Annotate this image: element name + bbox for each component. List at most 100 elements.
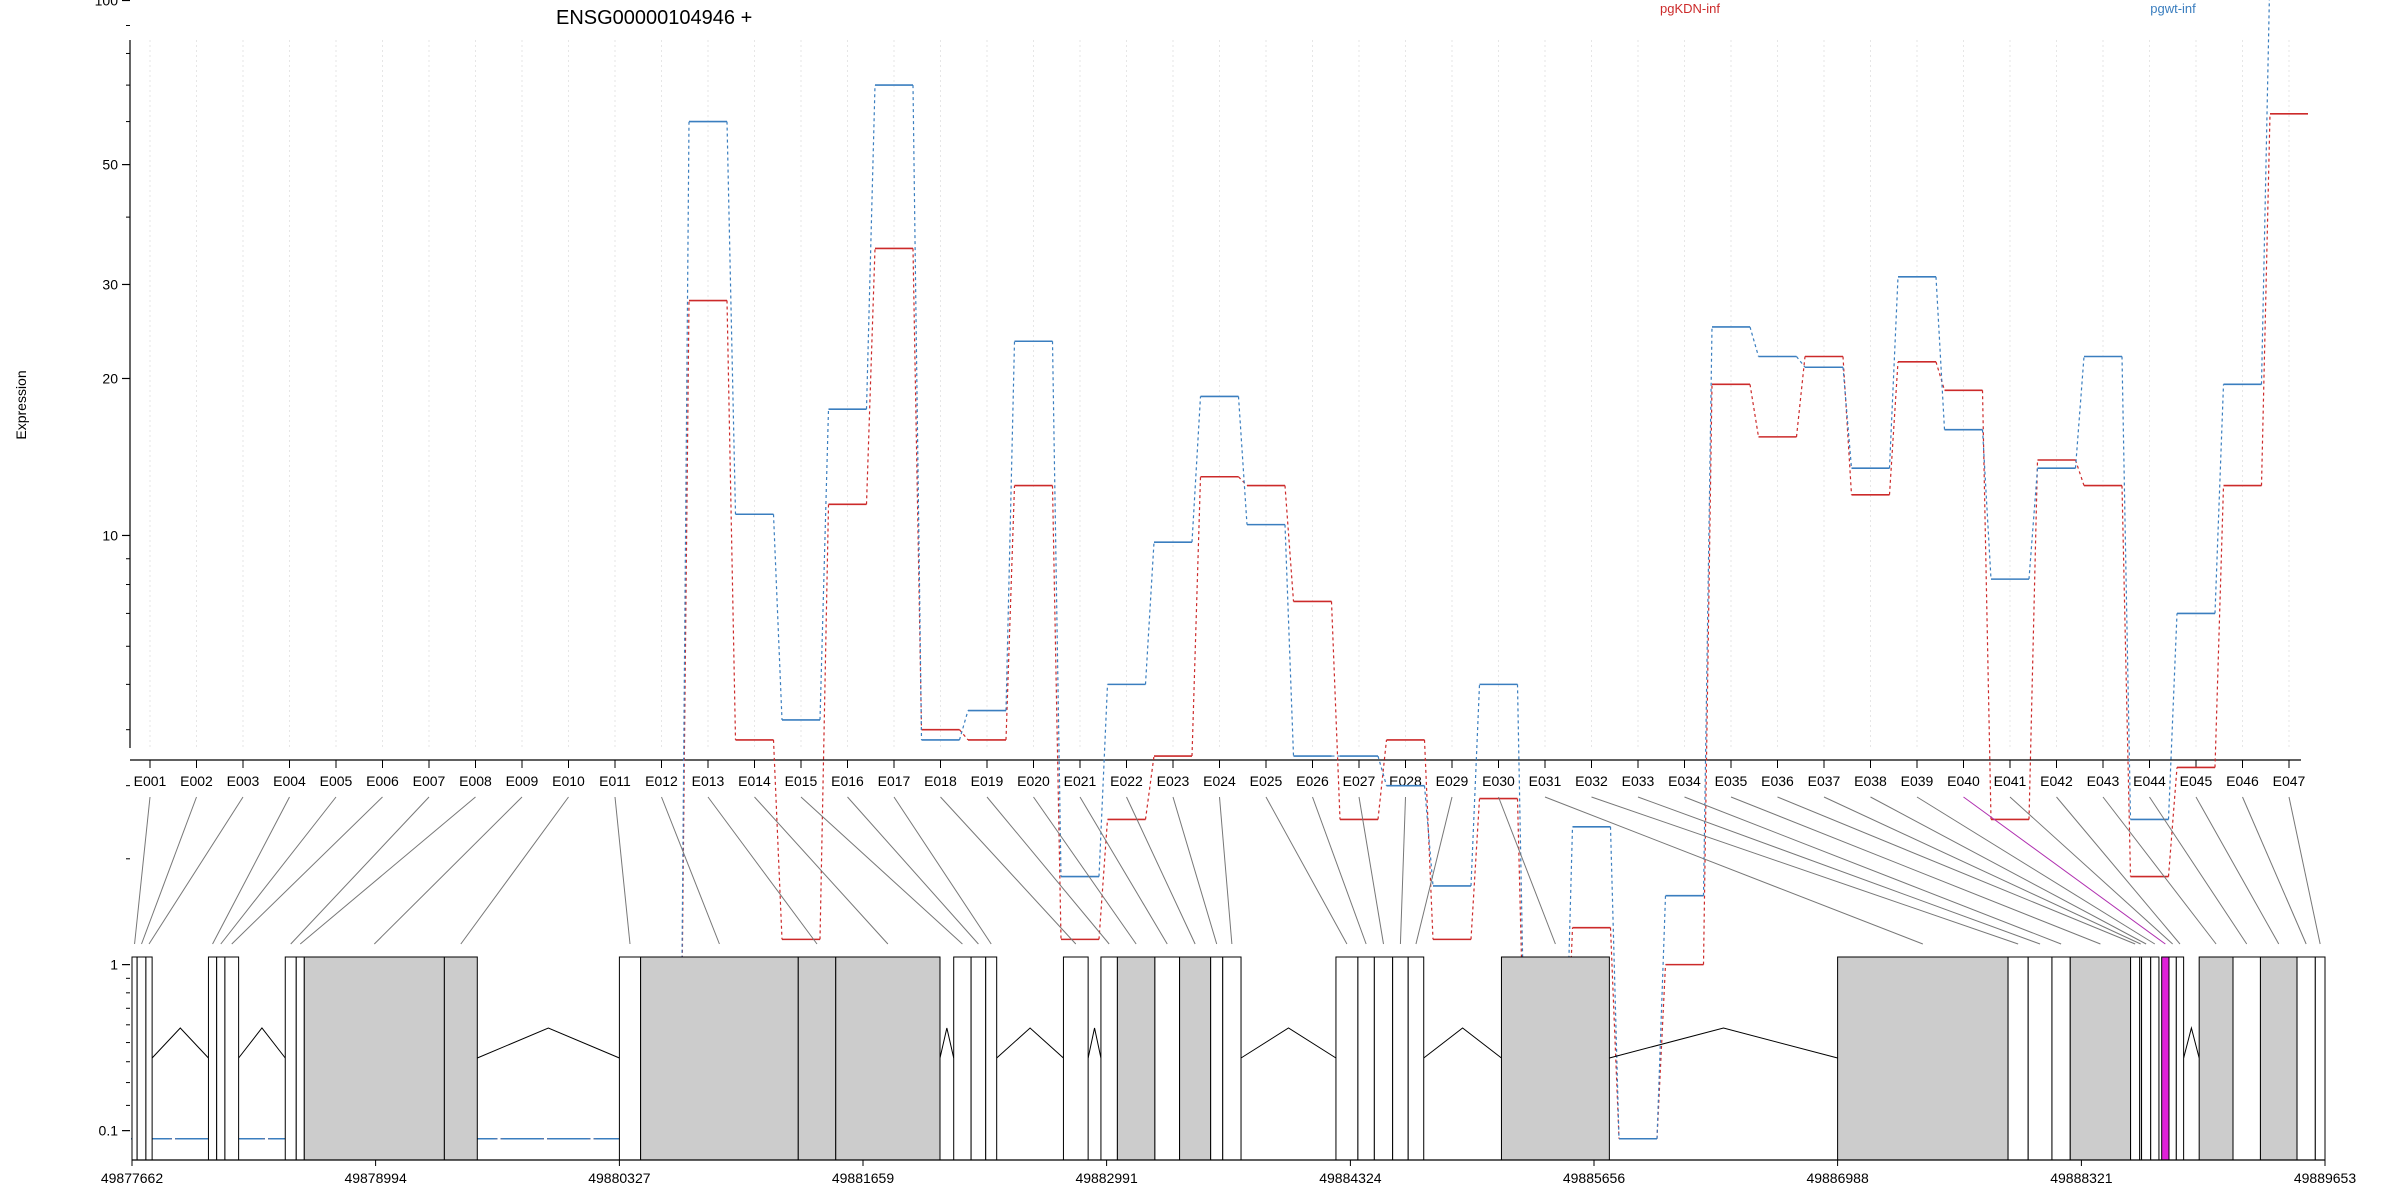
exon-connector (1916, 796, 2156, 945)
data-transition (2121, 356, 2132, 820)
exon-connector (1870, 796, 2147, 945)
exon-box (2168, 956, 2177, 1161)
y-tick-label: 1 (110, 957, 118, 973)
genomic-coordinate-axis: 49877662 49878994 49880327 49881659 49882991… (101, 1159, 2356, 1186)
exon-box (224, 956, 240, 1161)
data-transition (726, 121, 737, 515)
data-transition (865, 85, 876, 410)
data-transition (2074, 459, 2085, 486)
x-tick-label: E027 (1343, 773, 1376, 789)
exon-connector (1033, 796, 1137, 945)
x-tick-label: E013 (692, 773, 725, 789)
exon-box (1116, 956, 1156, 1161)
intron-line (477, 1027, 620, 1059)
intron-line (996, 1027, 1064, 1059)
exon-connector (1498, 796, 1556, 945)
exon-box (1335, 956, 1359, 1161)
x-tick-label: E006 (366, 773, 399, 789)
exon-connector (460, 796, 569, 945)
exon-connector-lines (134, 796, 2321, 945)
data-transition (1144, 755, 1155, 820)
exon-box (2007, 956, 2029, 1161)
x-tick-label: E033 (1622, 773, 1655, 789)
data-transition (2260, 113, 2271, 486)
x-tick-label: E039 (1901, 773, 1934, 789)
intron-line (1423, 1027, 1502, 1059)
data-transition (1238, 476, 1248, 487)
x-tick-label: E042 (2040, 773, 2073, 789)
data-transition (2214, 384, 2225, 614)
y-axis: 0.1 1 10 20 30 50 100 (95, 0, 131, 1139)
data-transition (1237, 396, 1248, 525)
data-transition (2260, 0, 2270, 385)
x-tick-label: E012 (645, 773, 678, 789)
x-tick-label: E002 (180, 773, 213, 789)
data-transition (1051, 485, 1062, 940)
data-transition (1470, 798, 1481, 940)
x-tick-label: E024 (1203, 773, 1236, 789)
data-transition (1888, 361, 1899, 495)
data-transition (1609, 927, 1620, 1139)
exon-box (216, 956, 226, 1161)
data-transition (1656, 964, 1667, 1139)
x-tick-label: E017 (878, 773, 911, 789)
x-tick-label: E015 (785, 773, 818, 789)
x-tick-label: E025 (1250, 773, 1283, 789)
x-tick-label: E040 (1947, 773, 1980, 789)
exon-box (295, 956, 305, 1161)
exon-box (1373, 956, 1394, 1161)
exon-connector (1730, 796, 2101, 945)
genomic-tick-label: 49886988 (1806, 1170, 1869, 1186)
genomic-tick-label: 49878994 (344, 1170, 407, 1186)
exon-connector (847, 796, 979, 945)
exon-box (1062, 956, 1089, 1161)
exon-box (2069, 956, 2132, 1161)
x-tick-label: E030 (1482, 773, 1515, 789)
exon-box (835, 956, 941, 1161)
exon-connector (2009, 796, 2173, 945)
exon-connector (1963, 796, 2166, 945)
exon-connector (2149, 796, 2248, 945)
x-tick-label: E023 (1157, 773, 1190, 789)
data-transition (2028, 459, 2039, 820)
exon-box (207, 956, 218, 1161)
exon-box (2198, 956, 2234, 1161)
exon-connector (1684, 796, 2062, 945)
exon-connector (893, 796, 992, 945)
exon-box (2296, 956, 2316, 1161)
exon-box (131, 956, 138, 1161)
exon-connector (1823, 796, 2141, 945)
x-tick-label: E021 (1064, 773, 1097, 789)
exon-connector (940, 796, 1077, 945)
exon-box (2150, 956, 2160, 1161)
data-transition (1284, 524, 1295, 757)
data-transition (1005, 341, 1016, 711)
genomic-tick-label: 49885656 (1563, 1170, 1626, 1186)
data-transition (1377, 755, 1388, 786)
exon-box (2141, 956, 2152, 1161)
exon-connector (707, 796, 818, 945)
genomic-tick-label: 49881659 (832, 1170, 895, 1186)
exon-connector (1219, 796, 1233, 945)
exon-box (970, 956, 987, 1161)
x-tick-label: E047 (2273, 773, 2306, 789)
x-tick-label: E005 (320, 773, 353, 789)
x-tick-label: E038 (1854, 773, 1887, 789)
data-transition (2121, 485, 2132, 877)
exon-box (1357, 956, 1375, 1161)
exon-connector (1265, 796, 1348, 945)
data-transition (912, 248, 923, 730)
x-tick-label: E043 (2087, 773, 2120, 789)
data-transition (819, 504, 830, 940)
data-transition (865, 248, 876, 505)
chart-title: ENSG00000104946 + (556, 7, 752, 29)
exon-box (443, 956, 478, 1161)
exon-connector (1079, 796, 1168, 945)
x-tick-label: E029 (1436, 773, 1469, 789)
exon-box (136, 956, 147, 1161)
genomic-tick-label: 49882991 (1075, 1170, 1138, 1186)
data-transition (1470, 684, 1481, 886)
data-transition (1842, 356, 1853, 495)
legend-entry-pgKDN-inf: pgKDN-inf (1660, 1, 1720, 16)
exon-connector (299, 796, 476, 945)
